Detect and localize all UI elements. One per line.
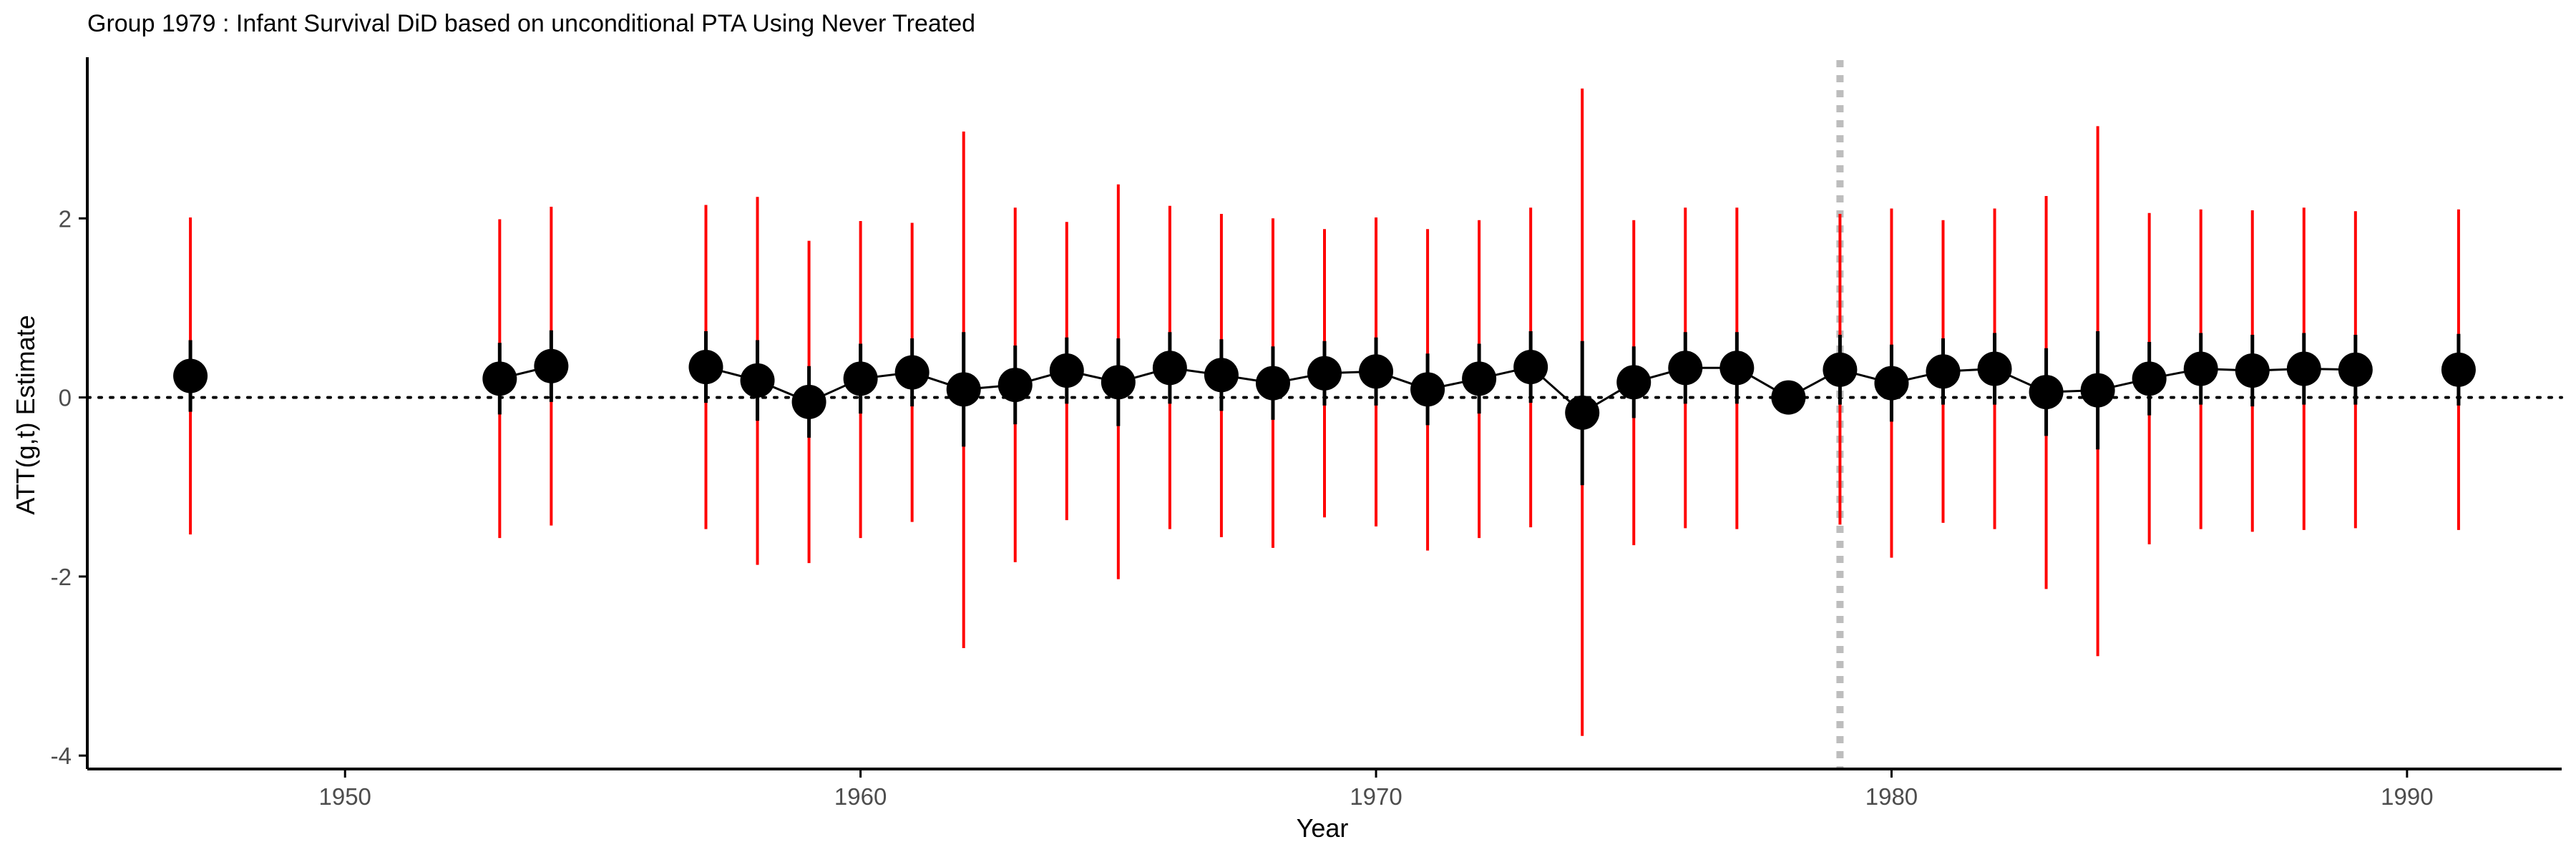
data-point (1410, 372, 1445, 407)
y-tick-label: 0 (59, 385, 72, 411)
data-point (688, 350, 723, 385)
data-point (2286, 351, 2321, 386)
data-point (1616, 365, 1652, 400)
data-point (1307, 356, 1342, 391)
data-point (2132, 361, 2167, 396)
data-point (2338, 352, 2373, 387)
data-point (2235, 353, 2270, 388)
data-point (1152, 351, 1187, 386)
data-point (1049, 353, 1084, 388)
y-tick-label: 2 (59, 205, 72, 232)
data-point (1513, 350, 1548, 385)
y-tick-label: -2 (51, 564, 72, 590)
data-point (1101, 365, 1136, 400)
data-point (2183, 351, 2218, 386)
data-point (791, 384, 826, 419)
data-point (894, 355, 930, 390)
data-point (1462, 361, 1497, 396)
data-point (1668, 351, 1703, 386)
chart-title: Group 1979 : Infant Survival DiD based o… (87, 10, 976, 37)
data-point (946, 372, 981, 407)
x-tick-label: 1970 (1350, 783, 1402, 810)
data-point (1359, 354, 1394, 389)
data-point (740, 363, 775, 398)
data-point (2441, 352, 2476, 387)
x-tick-label: 1990 (2381, 783, 2433, 810)
data-point (1565, 395, 1600, 430)
points-layer (173, 348, 2476, 430)
axes-layer: 1950 1960 1970 1980 1990 -4 -2 0 2 (51, 57, 2562, 810)
y-axis-title: ATT(g,t) Estimate (11, 315, 40, 514)
x-tick-label: 1980 (1865, 783, 1918, 810)
data-point (1719, 351, 1755, 386)
x-axis-title: Year (1297, 813, 1349, 843)
data-point (534, 348, 569, 383)
data-point (1771, 380, 1806, 415)
data-point (1926, 354, 1961, 389)
data-point (173, 358, 208, 393)
x-tick-label: 1960 (834, 783, 887, 810)
data-point (2080, 373, 2115, 408)
data-point (2029, 375, 2064, 410)
data-point (482, 361, 517, 396)
data-point (1977, 351, 2012, 386)
x-tick-label: 1950 (318, 783, 371, 810)
data-point (1255, 366, 1290, 401)
data-point (1874, 366, 1909, 401)
data-point (997, 368, 1033, 403)
data-point (1823, 352, 1858, 387)
data-point (1204, 358, 1239, 393)
y-tick-label: -4 (51, 743, 72, 769)
data-point (843, 361, 878, 396)
ci-bars-layer (189, 88, 2460, 736)
